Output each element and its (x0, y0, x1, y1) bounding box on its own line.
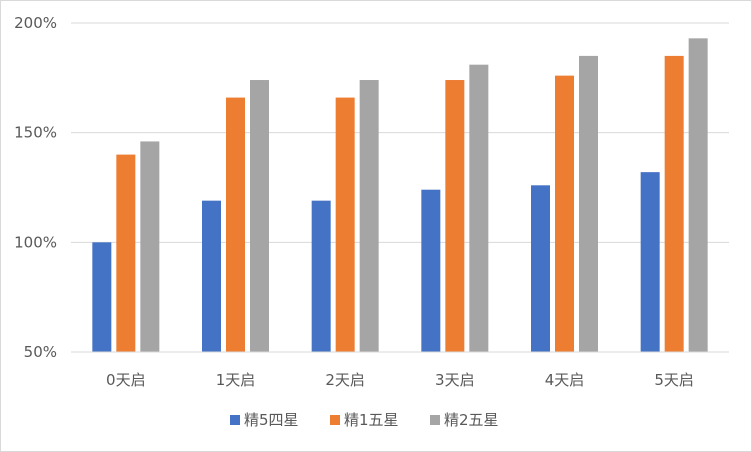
legend-label: 精1五星 (344, 411, 399, 429)
legend-swatch (230, 415, 240, 425)
bar (226, 97, 245, 352)
y-tick-label: 150% (14, 124, 57, 142)
legend-swatch (430, 415, 440, 425)
legend-label: 精2五星 (444, 411, 499, 429)
bar (445, 80, 465, 352)
bar (311, 200, 331, 352)
bar (579, 55, 598, 353)
x-tick-label: 3天启 (435, 371, 475, 389)
bar (531, 185, 550, 352)
bar (92, 242, 112, 352)
x-tick-label: 2天启 (325, 371, 365, 389)
y-tick-label: 50% (24, 343, 57, 361)
bar (688, 38, 708, 352)
bar (202, 200, 221, 352)
x-tick-label: 0天启 (106, 371, 146, 389)
x-tick-label: 4天启 (545, 371, 585, 389)
bar (359, 80, 379, 352)
bar (140, 141, 160, 352)
legend-label: 精5四星 (244, 411, 299, 429)
y-tick-label: 200% (14, 14, 57, 32)
y-tick-label: 100% (14, 233, 57, 251)
bar (640, 172, 660, 352)
bar (664, 55, 684, 353)
bar (469, 64, 489, 352)
bar (250, 80, 269, 352)
legend-swatch (330, 415, 340, 425)
bar (555, 75, 574, 352)
x-tick-label: 1天启 (216, 371, 256, 389)
bar (421, 189, 441, 352)
bar (335, 97, 355, 352)
bar (116, 154, 136, 352)
x-tick-label: 5天启 (654, 371, 694, 389)
